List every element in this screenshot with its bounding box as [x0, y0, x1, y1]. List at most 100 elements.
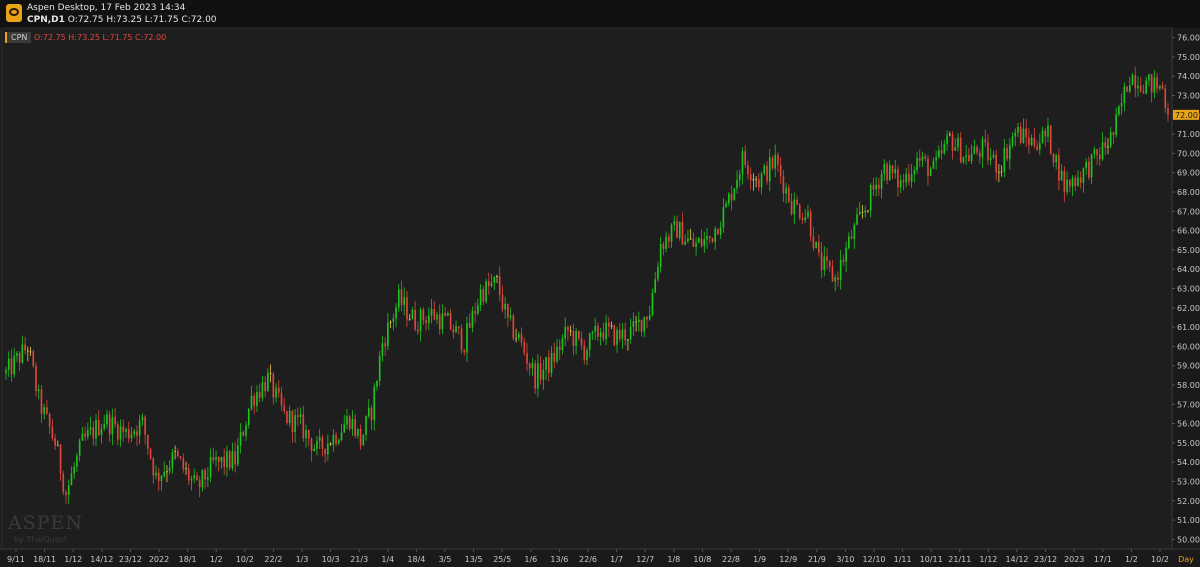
symbol-tag[interactable]: CPN: [5, 32, 32, 43]
candle-body: [425, 320, 427, 323]
candle-body: [774, 154, 777, 169]
candle-body: [577, 330, 580, 339]
candle-body: [569, 330, 572, 332]
candle-body: [87, 430, 89, 437]
candle-body: [376, 380, 378, 387]
candle-body: [485, 281, 487, 302]
candle-body: [24, 344, 26, 351]
aspen-logo-icon: [6, 4, 22, 22]
candle-body: [354, 419, 356, 436]
candle-body: [1150, 74, 1153, 93]
candle-body: [119, 426, 122, 440]
candle-body: [1088, 161, 1090, 178]
candle-body: [321, 437, 324, 449]
price-tick-label: 54.00: [1177, 458, 1200, 467]
candle-body: [204, 469, 206, 480]
candle-body: [850, 236, 853, 239]
candle-body: [1025, 128, 1027, 138]
candle-body: [51, 426, 54, 439]
candle-body: [280, 392, 283, 406]
candle-body: [815, 241, 817, 249]
candle-body: [632, 321, 635, 327]
time-tick-label: 22/6: [579, 555, 597, 564]
candle-body: [828, 260, 831, 267]
candle-body: [245, 424, 247, 436]
candle-body: [400, 289, 403, 306]
candle-body: [692, 238, 695, 247]
candle-body: [422, 309, 425, 321]
candle-body: [962, 157, 965, 163]
candle-body: [771, 157, 774, 169]
candle-body: [608, 322, 610, 327]
candle-body: [261, 382, 264, 398]
candle-body: [1101, 142, 1104, 160]
price-tick-label: 76.00: [1177, 34, 1200, 43]
time-tick-label: 14/12: [90, 555, 113, 564]
candle-body: [1047, 125, 1049, 137]
candle-body: [1090, 154, 1093, 178]
time-tick-label: 21/11: [948, 555, 971, 564]
candle-body: [946, 135, 948, 145]
candle-body: [455, 326, 457, 333]
candle-body: [872, 184, 875, 190]
candle-body: [918, 157, 921, 161]
time-tick-label: 22/8: [722, 555, 740, 564]
time-tick-label: 25/5: [493, 555, 511, 564]
candle-body: [648, 314, 651, 320]
time-tick-label: 1/7: [610, 555, 623, 564]
candle-body: [1107, 146, 1109, 148]
candle-body: [496, 276, 498, 278]
candle-body: [373, 386, 376, 421]
candle-body: [447, 313, 449, 317]
time-tick-label: 2022: [149, 555, 169, 564]
candle-body: [553, 352, 556, 362]
candle-body: [938, 150, 940, 158]
candle-body: [198, 480, 201, 488]
candle-body: [395, 307, 397, 319]
candle-body: [856, 214, 858, 225]
candle-body: [1063, 170, 1066, 193]
price-tick-label: 61.00: [1177, 323, 1200, 332]
candle-body: [13, 355, 16, 375]
candle-body: [108, 414, 111, 435]
candle-body: [327, 443, 329, 455]
time-tick-label: 23/12: [1034, 555, 1057, 564]
candle-body: [1158, 85, 1161, 89]
candle-body: [157, 472, 160, 482]
candle-body: [927, 158, 929, 176]
candle-body: [397, 289, 400, 308]
candle-body: [427, 315, 430, 323]
candle-body: [1077, 177, 1079, 186]
candle-body: [695, 242, 697, 247]
candle-body: [512, 315, 515, 339]
candle-body: [987, 142, 989, 161]
candle-body: [362, 434, 365, 446]
candle-body: [788, 187, 790, 202]
candle-body: [138, 420, 141, 436]
candle-body: [507, 303, 509, 318]
candle-body: [798, 204, 801, 219]
candle-body: [286, 411, 288, 423]
candle-body: [831, 266, 834, 282]
candle-body: [564, 326, 566, 339]
candle-body: [493, 277, 496, 283]
candle-body: [1142, 91, 1145, 94]
candle-body: [1052, 153, 1055, 163]
candle-body: [580, 338, 583, 346]
candle-body: [1104, 142, 1107, 148]
candle-body: [801, 218, 804, 221]
candle-body: [1074, 178, 1077, 186]
candle-body: [291, 410, 294, 433]
candle-body: [313, 448, 316, 452]
candle-body: [1022, 128, 1025, 143]
candle-body: [646, 316, 648, 320]
candle-body: [92, 427, 95, 439]
candle-body: [618, 329, 621, 339]
candle-body: [468, 323, 471, 328]
candle-body: [929, 168, 932, 176]
candle-body: [242, 432, 245, 436]
candle-body: [228, 451, 231, 469]
candle-body: [965, 155, 967, 158]
candle-body: [185, 468, 187, 470]
